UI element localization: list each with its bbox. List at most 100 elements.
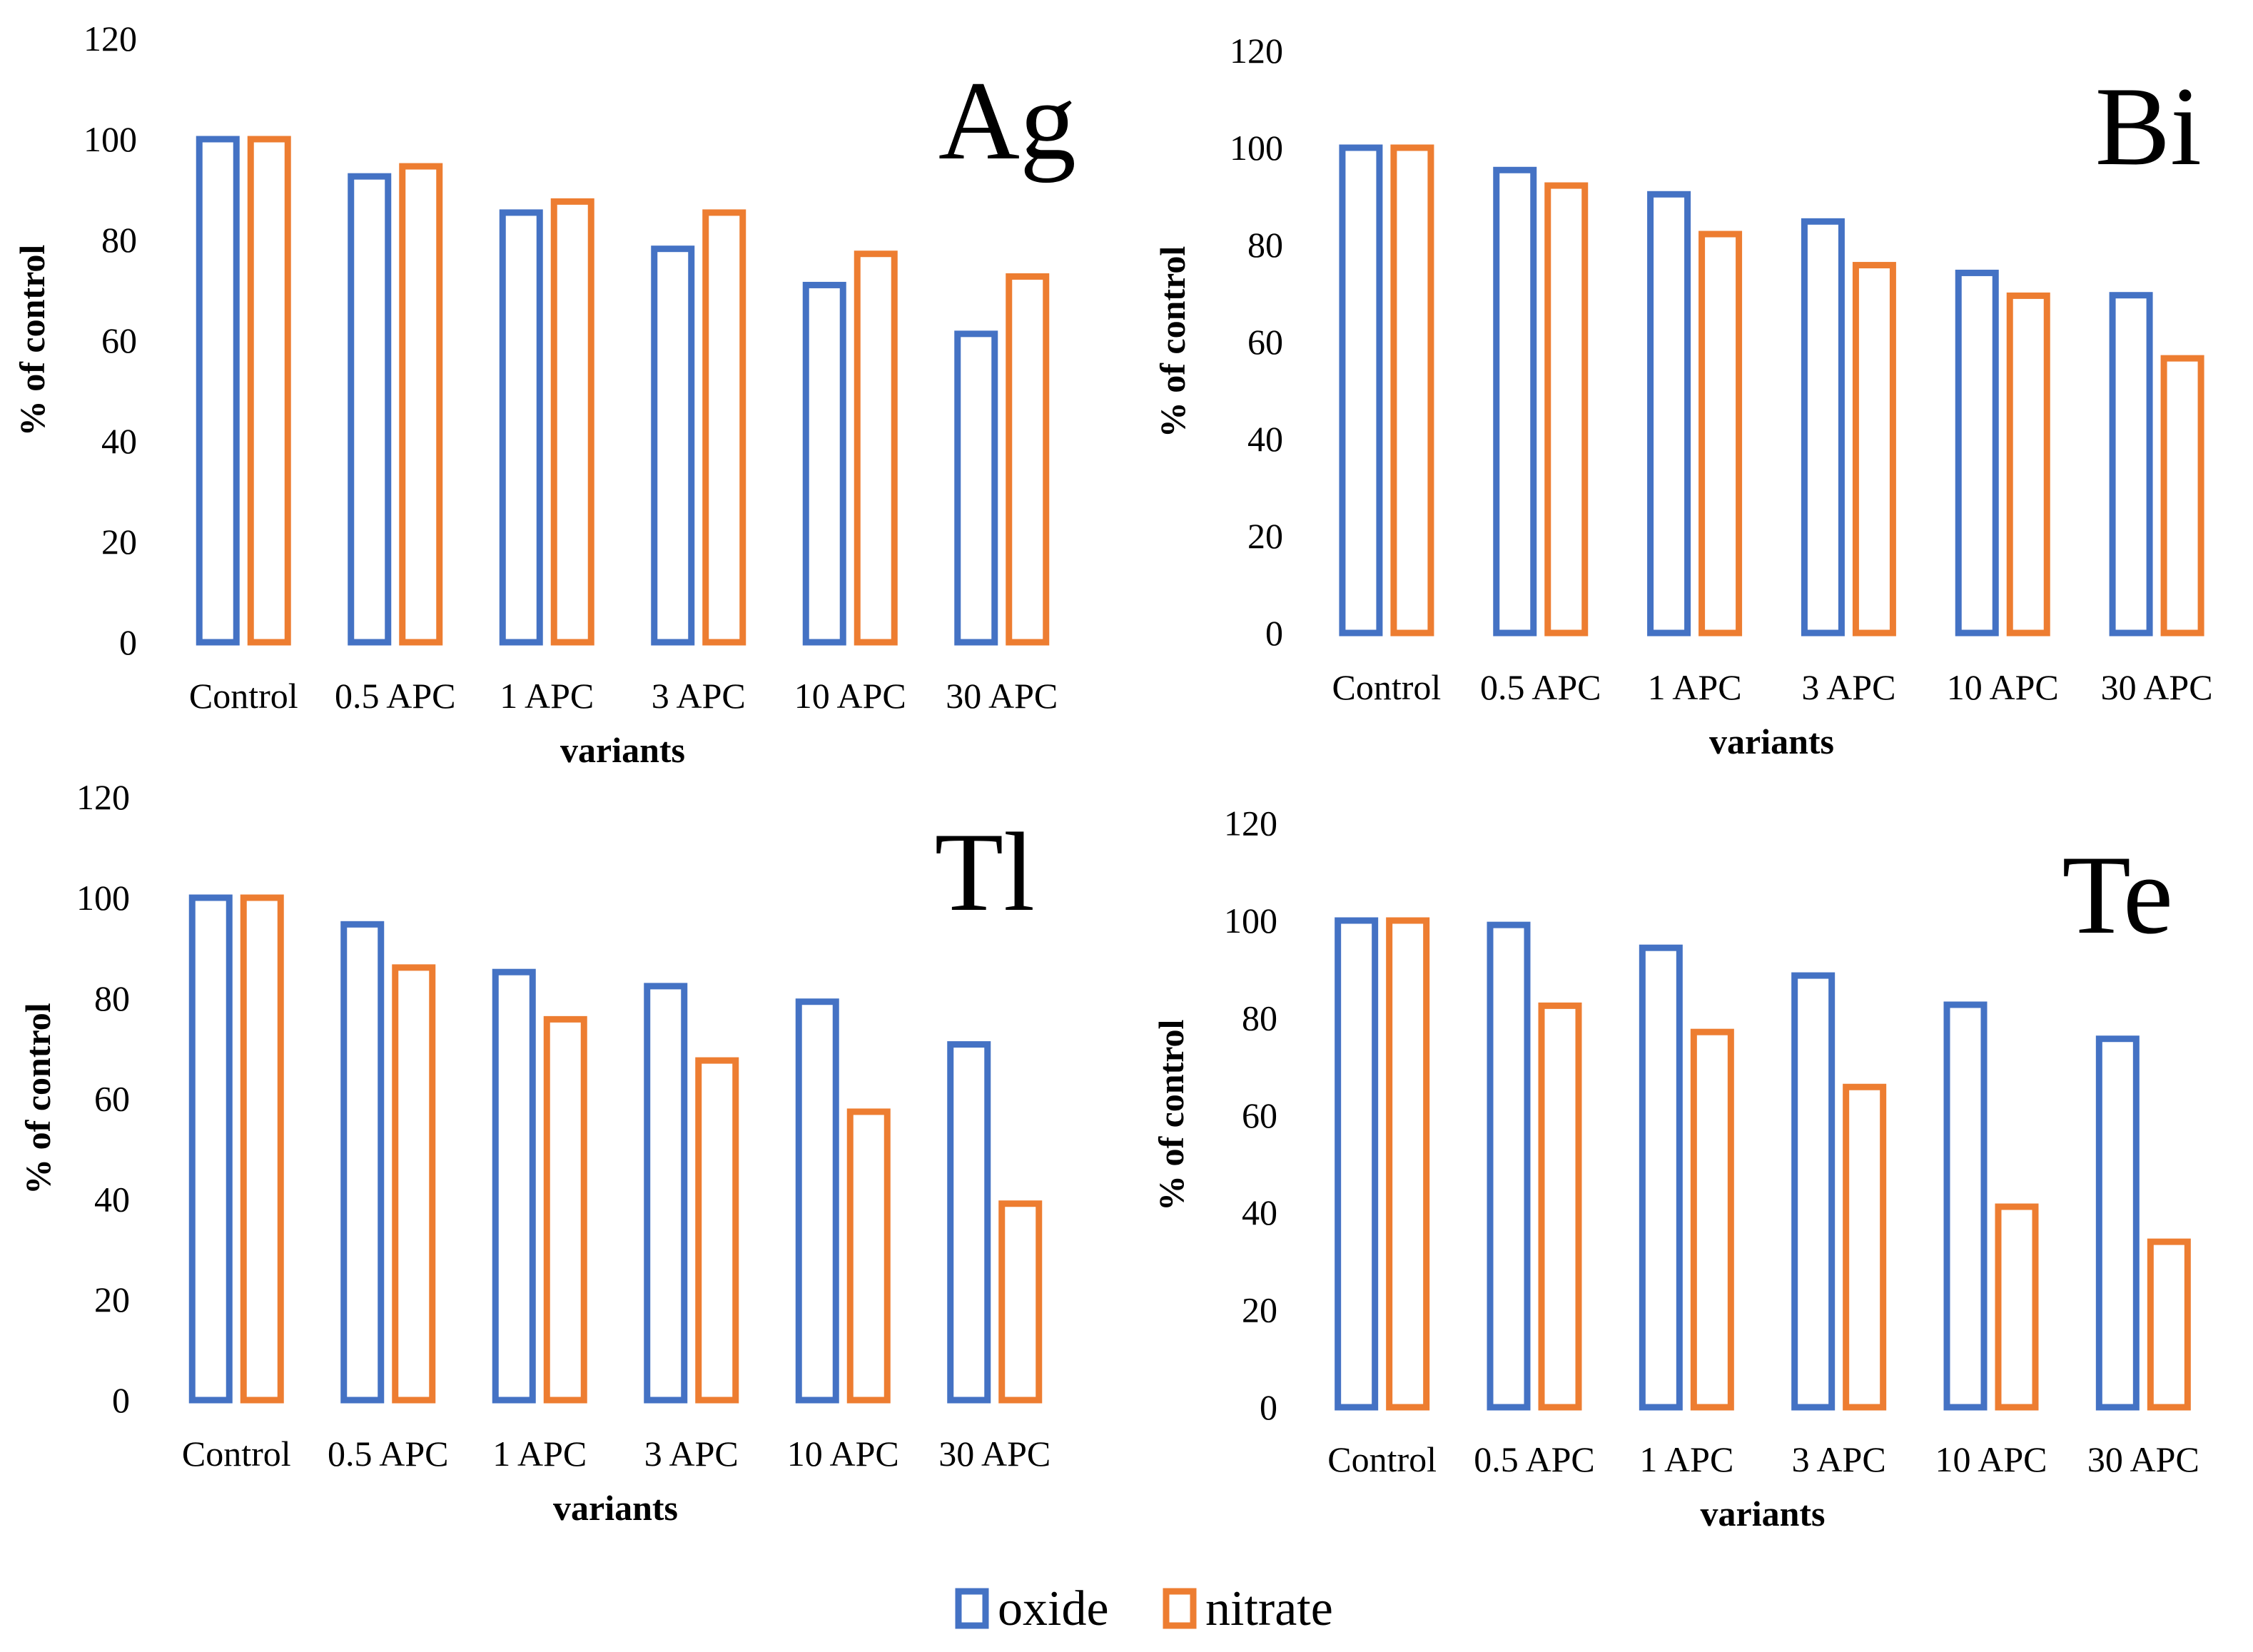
y-tick-label: 40	[1247, 419, 1283, 459]
x-tick-label: 10 APC	[787, 1434, 899, 1474]
y-tick-label: 100	[1230, 128, 1283, 168]
bar-oxide	[1335, 917, 1379, 1411]
y-axis-label: % of control	[12, 245, 52, 437]
y-tick-label: 80	[1247, 225, 1283, 265]
bar-oxide	[954, 330, 998, 646]
x-axis-label: variants	[553, 1488, 678, 1528]
x-tick-label: 30 APC	[2101, 667, 2213, 707]
x-tick-label: 30 APC	[938, 1434, 1050, 1474]
x-tick-label: 3 APC	[1792, 1439, 1886, 1479]
y-tick-label: 120	[1224, 804, 1277, 843]
bar-oxide	[196, 136, 240, 646]
chart-panel-te: Te 0 20 40 60 80 100 120 % of control Control 0.5 …	[1151, 804, 2199, 1534]
y-tick-label: 20	[1242, 1290, 1277, 1330]
bar-nitrate	[1390, 144, 1434, 637]
bar-nitrate	[240, 894, 284, 1404]
bar-oxide	[1493, 166, 1537, 637]
bar-nitrate	[2006, 292, 2050, 637]
y-tick-label: 100	[83, 119, 137, 159]
bar-nitrate	[1006, 273, 1050, 646]
bar-nitrate	[1852, 262, 1896, 637]
bar-nitrate	[1698, 230, 1743, 637]
bar-nitrate	[702, 209, 746, 646]
bar-nitrate	[854, 250, 898, 646]
x-tick-label: 0.5 APC	[335, 676, 456, 716]
bar-nitrate	[392, 964, 436, 1404]
bar-nitrate	[1386, 917, 1430, 1411]
x-tick-label: 1 APC	[500, 676, 594, 716]
bar-nitrate	[1690, 1028, 1734, 1411]
y-tick-label: 20	[94, 1279, 130, 1319]
bar-oxide	[188, 894, 233, 1404]
y-tick-label: 40	[101, 421, 137, 461]
bar-oxide	[1943, 1001, 1988, 1411]
y-tick-label: 60	[1242, 1095, 1277, 1135]
x-tick-label: 3 APC	[644, 1434, 739, 1474]
y-axis-label: % of control	[18, 1003, 58, 1195]
legend: oxide nitrate	[955, 1581, 1333, 1636]
y-tick-label: 0	[1260, 1387, 1277, 1427]
bar-oxide	[492, 968, 536, 1404]
bar-oxide	[2095, 1035, 2140, 1411]
bar-nitrate	[1544, 182, 1589, 637]
x-tick-label: 30 APC	[946, 676, 1058, 716]
y-axis-label: % of control	[1151, 1019, 1191, 1211]
bar-nitrate	[550, 198, 594, 646]
bar-nitrate	[846, 1108, 891, 1404]
y-tick-label: 120	[76, 777, 130, 817]
x-tick-label: 1 APC	[492, 1434, 587, 1474]
x-tick-label: 3 APC	[652, 676, 746, 716]
bar-nitrate	[399, 163, 443, 646]
y-tick-label: 40	[1242, 1192, 1277, 1232]
bar-nitrate	[1538, 1002, 1582, 1411]
y-tick-label: 20	[1247, 516, 1283, 556]
bar-nitrate	[1843, 1083, 1887, 1411]
bar-nitrate	[2160, 355, 2204, 637]
y-tick-label: 80	[101, 220, 137, 260]
panel-title: Te	[2062, 833, 2173, 958]
bar-oxide	[1955, 269, 1999, 637]
bar-oxide	[644, 983, 688, 1404]
y-tick-label: 60	[101, 320, 137, 360]
legend-swatch-oxide	[955, 1588, 989, 1629]
y-tick-label: 60	[1247, 322, 1283, 362]
x-axis-label: variants	[560, 730, 685, 770]
x-tick-label: Control	[189, 676, 298, 716]
panel-title: Tl	[935, 810, 1035, 935]
x-axis-label: variants	[1709, 721, 1834, 761]
bar-oxide	[1339, 144, 1383, 637]
y-tick-label: 80	[1242, 998, 1277, 1038]
bar-oxide	[1801, 218, 1845, 637]
chart-panels: Ag 0 20 40 60 80 100 120 % of control Control 0.5 …	[12, 19, 2213, 1534]
bar-nitrate	[1995, 1203, 2039, 1411]
panel-title: Ag	[938, 59, 1076, 183]
bar-oxide	[947, 1041, 991, 1404]
bar-nitrate	[2147, 1238, 2191, 1411]
bar-oxide	[2109, 292, 2153, 637]
x-tick-label: Control	[1332, 667, 1442, 707]
x-tick-label: Control	[1327, 1439, 1437, 1479]
x-tick-label: 0.5 APC	[1480, 667, 1601, 707]
bar-nitrate	[695, 1057, 739, 1404]
chart-panel-tl: Tl 0 20 40 60 80 100 120 % of control Control 0.5 …	[18, 777, 1050, 1528]
bar-oxide	[651, 245, 695, 646]
x-tick-label: 1 APC	[1648, 667, 1742, 707]
legend-swatch-nitrate	[1163, 1588, 1197, 1629]
y-tick-label: 40	[94, 1179, 130, 1219]
bar-oxide	[348, 173, 392, 646]
y-tick-label: 80	[94, 978, 130, 1018]
x-tick-label: 10 APC	[1947, 667, 2059, 707]
y-tick-label: 120	[83, 19, 137, 59]
x-tick-label: 30 APC	[2087, 1439, 2199, 1479]
bar-oxide	[499, 209, 543, 646]
x-tick-label: 10 APC	[1935, 1439, 2047, 1479]
bar-nitrate	[247, 136, 291, 646]
x-tick-label: Control	[182, 1434, 291, 1474]
y-tick-label: 100	[1224, 901, 1277, 941]
bar-oxide	[1487, 921, 1531, 1411]
y-tick-label: 0	[1265, 613, 1283, 653]
bar-nitrate	[998, 1200, 1043, 1404]
panel-title: Bi	[2095, 64, 2202, 189]
bar-oxide	[795, 998, 839, 1404]
legend-label-oxide: oxide	[998, 1581, 1109, 1636]
